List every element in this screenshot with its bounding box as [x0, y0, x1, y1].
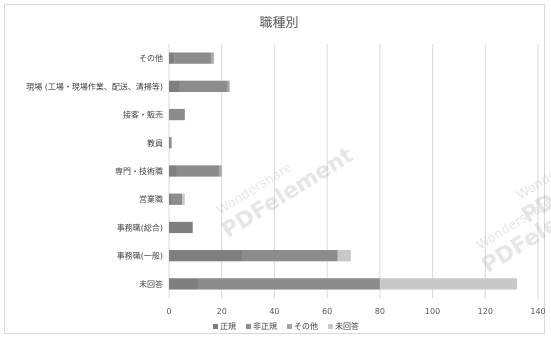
bars [169, 52, 517, 290]
bar-segment [169, 137, 172, 149]
bar-segment [242, 250, 338, 262]
x-tick-label: 20 [217, 307, 227, 316]
category-label: 現場 (工場・現場作業、配送、清掃等) [26, 81, 163, 91]
x-tick-labels: 0 20 40 60 80 100 120 140 [166, 307, 545, 316]
bar-segment [169, 52, 175, 64]
watermark: Wondershare PDFelement [514, 128, 551, 229]
x-tick-label: 60 [322, 307, 332, 316]
bar-segment [379, 278, 517, 290]
category-label: その他 [139, 53, 163, 63]
legend-label: その他 [294, 321, 318, 331]
bar-segment [179, 80, 227, 92]
category-label: 専門・技術職 [115, 166, 163, 176]
bar-segment [197, 278, 380, 290]
bar-segment [219, 165, 222, 177]
category-label: 教員 [147, 138, 163, 148]
bar-segment [169, 278, 198, 290]
category-label: 事務職(総合) [117, 222, 163, 232]
bar-segment [169, 221, 193, 234]
bar-segment [337, 250, 351, 262]
legend-swatch [213, 324, 218, 329]
watermark: Wondershare PDFelement [214, 143, 358, 244]
x-tick-label: 0 [166, 307, 171, 316]
bar-segment [171, 193, 183, 205]
chart-title: 職種別 [259, 15, 298, 31]
bar-segment [174, 52, 212, 64]
bar-segment [211, 52, 214, 64]
bar-segment [169, 80, 180, 92]
bar-segment [169, 165, 177, 177]
bar-segment [169, 193, 172, 205]
category-label: 営業職 [139, 194, 163, 204]
bar-segment [182, 193, 185, 205]
bar-segment [176, 165, 220, 177]
legend-label: 非正規 [253, 321, 277, 331]
x-tick-label: 80 [375, 307, 385, 316]
legend-swatch [246, 324, 251, 329]
legend-label: 未回答 [335, 321, 359, 331]
legend: 正規 非正規 その他 未回答 [213, 321, 359, 331]
bar-segment [169, 250, 243, 262]
category-label: 接客・販売 [123, 110, 163, 120]
bar-segment [169, 108, 185, 121]
x-tick-label: 140 [530, 307, 545, 316]
legend-swatch [328, 324, 333, 329]
x-tick-label: 120 [478, 307, 493, 316]
x-tick-label: 100 [425, 307, 440, 316]
legend-label: 正規 [220, 321, 236, 331]
category-label: 未回答 [139, 279, 163, 289]
category-label: 事務職(一般) [117, 251, 163, 261]
x-tick-label: 40 [269, 307, 279, 316]
legend-swatch [287, 324, 292, 329]
bar-segment [226, 80, 230, 92]
